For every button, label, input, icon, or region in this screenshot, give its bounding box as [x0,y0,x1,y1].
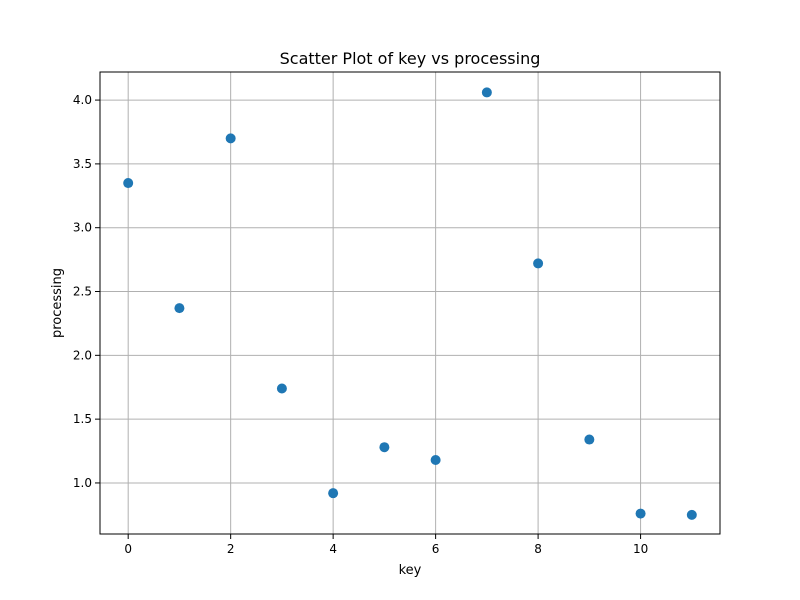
y-axis-label: processing [50,268,65,338]
y-tick-label: 2.0 [73,348,92,362]
scatter-point [584,434,595,445]
y-tick-label: 4.0 [73,93,92,107]
scatter-point [276,383,287,394]
y-tick-label: 1.5 [73,412,92,426]
chart-title: Scatter Plot of key vs processing [280,49,541,68]
scatter-point [481,87,492,98]
scatter-point [328,488,339,499]
y-tick-label: 3.5 [73,157,92,171]
scatter-point [225,133,236,144]
x-tick-label: 0 [124,542,132,556]
x-axis-ticks: 0 2 4 6 8 10 [124,534,648,556]
plot-area-frame [99,71,721,535]
scatter-point [123,178,134,189]
x-tick-label: 8 [534,542,542,556]
data-points [123,87,697,520]
x-tick-label: 2 [227,542,235,556]
y-tick-label: 2.5 [73,285,92,299]
scatter-point [430,454,441,465]
y-axis-ticks: 1.0 1.5 2.0 2.5 3.0 3.5 4.0 [73,93,100,490]
scatter-point [686,509,697,520]
x-axis-label: key [399,563,422,578]
x-tick-label: 6 [432,542,440,556]
scatter-point [174,303,185,314]
y-tick-label: 1.0 [73,476,92,490]
y-tick-label: 3.0 [73,221,92,235]
x-tick-label: 4 [329,542,337,556]
scatter-point [635,508,646,519]
x-tick-label: 10 [633,542,648,556]
scatter-point [533,258,544,269]
scatter-point [379,442,390,453]
grid-lines [100,72,720,534]
